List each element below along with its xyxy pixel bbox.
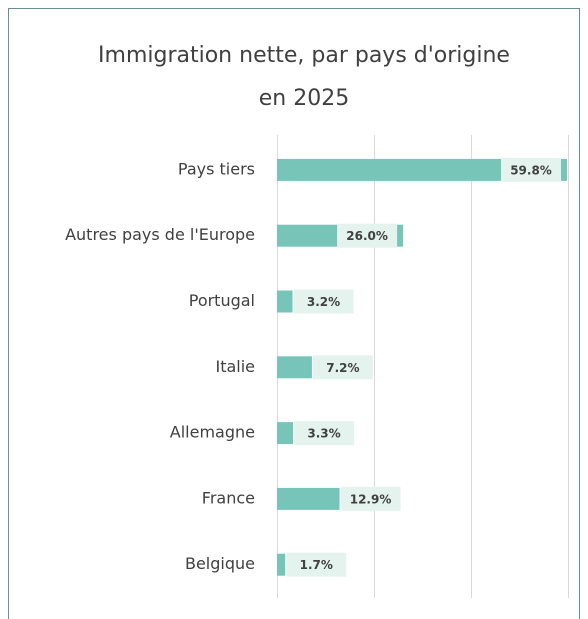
value-label-bg [294,421,355,446]
y-tick-label: Allemagne [170,423,255,442]
value-label-bg [286,552,347,577]
frame [8,8,580,619]
value-label: 26.0% [346,229,388,243]
bar [277,158,568,181]
bar [277,487,340,510]
y-tick-label: Autres pays de l'Europe [65,225,255,244]
value-label: 1.7% [300,558,333,572]
y-tick-label: Portugal [189,291,255,310]
value-label: 7.2% [326,361,359,375]
value-label: 59.8% [510,163,552,177]
value-label-bg [312,355,373,380]
value-label-bg [340,486,401,511]
bar [277,422,294,445]
y-tick-label: Pays tiers [178,159,255,178]
value-label-bg [293,289,354,314]
y-tick-label: France [202,488,255,507]
chart-title: Immigration nette, par pays d'origine en… [98,43,510,111]
value-label-bg [337,223,398,248]
value-label-bg [501,157,562,182]
y-tick-label: Italie [215,357,255,376]
bar [277,290,293,313]
value-label: 3.2% [307,295,340,309]
y-tick-label: Belgique [185,554,255,573]
value-label: 12.9% [350,492,392,506]
bar [277,356,312,379]
bar [277,553,286,576]
value-label: 3.3% [307,427,340,441]
